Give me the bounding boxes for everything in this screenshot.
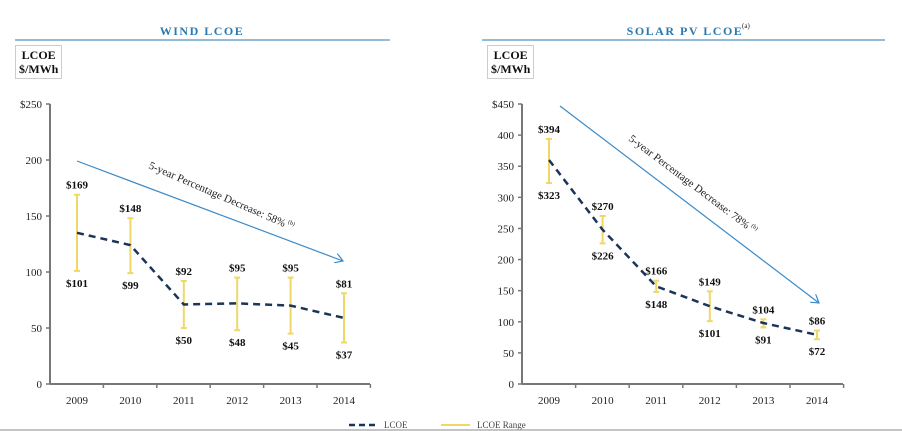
solar-low-label: $101 xyxy=(699,328,721,340)
solar-y-tick-label: 200 xyxy=(498,255,515,267)
wind-trend-arrow xyxy=(76,160,343,261)
solar-low-label: $91 xyxy=(755,334,772,346)
wind-low-label: $45 xyxy=(282,341,299,353)
solar-annotation-note: (b) xyxy=(750,222,760,232)
wind-unit-label-1: LCOE xyxy=(21,48,56,62)
solar-unit-box: LCOE $/MWh xyxy=(487,45,535,79)
wind-low-label: $50 xyxy=(176,335,193,347)
legend-lcoe-label: LCOE xyxy=(384,420,408,430)
wind-x-tick-label: 2011 xyxy=(173,395,195,407)
solar-high-label: $394 xyxy=(538,124,561,136)
solar-x-tick-label: 2014 xyxy=(806,395,829,407)
wind-high-label: $169 xyxy=(66,180,89,192)
solar-y-tick-label: 400 xyxy=(498,130,515,142)
solar-unit-label-2: $/MWh xyxy=(491,62,531,76)
wind-x-tick-label: 2013 xyxy=(280,395,303,407)
wind-unit-label-2: $/MWh xyxy=(19,62,59,76)
wind-x-tick-label: 2014 xyxy=(333,395,356,407)
wind-lcoe-line xyxy=(76,231,345,320)
wind-chart-title: WIND LCOE xyxy=(160,24,245,38)
wind-x-tick-label: 2010 xyxy=(119,395,142,407)
wind-high-label: $148 xyxy=(119,203,142,215)
solar-high-label: $104 xyxy=(752,304,775,316)
solar-x-tick-label: 2012 xyxy=(699,395,721,407)
wind-low-label: $37 xyxy=(336,350,353,362)
solar-low-label: $323 xyxy=(538,190,561,202)
solar-y-tick-label: $450 xyxy=(492,99,515,111)
solar-y-tick-label: 50 xyxy=(503,348,515,360)
wind-low-label: $101 xyxy=(66,278,88,290)
solar-y-tick-label: 150 xyxy=(498,286,515,298)
solar-y-tick-label: 300 xyxy=(498,192,515,204)
legend-range-label: LCOE Range xyxy=(477,420,526,430)
wind-y-tick-label: $250 xyxy=(20,99,43,111)
solar-x-tick-label: 2010 xyxy=(592,395,615,407)
solar-high-label: $86 xyxy=(809,315,826,327)
solar-title-note: (a) xyxy=(742,22,750,30)
solar-lcoe-line xyxy=(548,159,818,337)
wind-x-tick-label: 2009 xyxy=(66,395,89,407)
wind-y-tick-label: 200 xyxy=(26,155,43,167)
wind-y-tick-label: 100 xyxy=(26,267,43,279)
solar-low-label: $148 xyxy=(645,299,668,311)
solar-x-tick-label: 2009 xyxy=(538,395,561,407)
wind-high-label: $81 xyxy=(336,278,353,290)
wind-x-tick-label: 2012 xyxy=(226,395,248,407)
wind-low-label: $99 xyxy=(122,280,139,292)
solar-low-label: $72 xyxy=(809,346,826,358)
solar-unit-label-1: LCOE xyxy=(493,48,528,62)
solar-annotation: 5-year Percentage Decrease: 78%(b) xyxy=(626,132,759,237)
solar-chart-title: SOLAR PV LCOE xyxy=(627,24,744,38)
wind-annotation-note: (b) xyxy=(287,219,296,228)
solar-high-label: $166 xyxy=(645,266,668,278)
solar-y-tick-label: 100 xyxy=(498,317,515,329)
solar-y-tick-label: 350 xyxy=(498,161,515,173)
solar-y-tick-label: 250 xyxy=(498,223,515,235)
wind-y-tick-label: 0 xyxy=(37,379,43,391)
wind-high-label: $95 xyxy=(229,263,246,275)
solar-x-tick-label: 2011 xyxy=(645,395,667,407)
solar-x-tick-label: 2013 xyxy=(752,395,775,407)
wind-high-label: $95 xyxy=(282,263,299,275)
wind-unit-box: LCOE $/MWh xyxy=(15,45,63,79)
solar-high-label: $270 xyxy=(592,201,615,213)
solar-y-tick-label: 0 xyxy=(509,379,515,391)
wind-y-tick-label: 50 xyxy=(31,323,43,335)
solar-annotation-text: 5-year Percentage Decrease: 78%(b) xyxy=(626,132,759,237)
wind-high-label: $92 xyxy=(176,266,193,278)
solar-trend-arrow xyxy=(559,105,819,303)
wind-y-tick-label: 150 xyxy=(26,211,43,223)
solar-low-label: $226 xyxy=(592,250,615,262)
solar-high-label: $149 xyxy=(699,276,722,288)
wind-low-label: $48 xyxy=(229,337,246,349)
